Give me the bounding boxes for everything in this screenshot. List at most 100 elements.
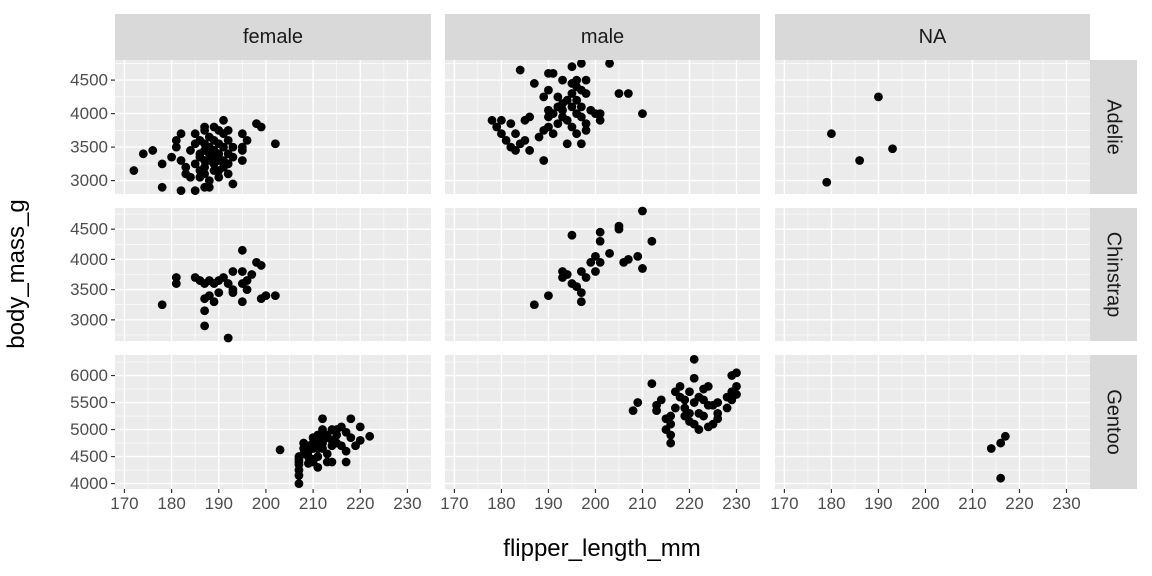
data-point (219, 273, 228, 282)
data-point (614, 89, 624, 98)
x-tick-label: 200 (252, 494, 280, 513)
x-tick-label: 220 (1005, 494, 1033, 513)
data-point (576, 267, 586, 276)
data-point (270, 291, 280, 301)
panel-chinstrap-male (445, 206, 760, 341)
data-point (633, 398, 643, 407)
data-point (171, 136, 181, 145)
y-tick-label: 3000 (70, 310, 108, 329)
x-tick-label: 220 (675, 494, 703, 513)
y-tick-label: 4000 (70, 250, 108, 269)
data-point (256, 122, 266, 132)
data-point (322, 449, 332, 459)
row-strip-chinstrap: Chinstrap (1090, 208, 1137, 341)
x-tick-label: 210 (628, 494, 656, 513)
data-point (576, 58, 586, 68)
x-tick-label: 190 (205, 494, 233, 513)
x-axis-title: flipper_length_mm (503, 535, 700, 562)
y-tick-label: 6000 (70, 366, 108, 385)
data-point (242, 285, 252, 295)
data-point (228, 142, 238, 152)
data-point (176, 156, 186, 165)
data-point (346, 433, 356, 443)
data-point (670, 403, 680, 413)
data-point (237, 156, 247, 165)
x-tick-label: 210 (958, 494, 986, 513)
y-tick-label: 3500 (70, 138, 108, 157)
data-point (572, 95, 582, 105)
data-point (525, 112, 535, 122)
data-point (167, 152, 176, 162)
y-tick-label: 5500 (70, 393, 108, 412)
data-point (200, 321, 210, 331)
panel-background (115, 60, 431, 194)
data-point (171, 142, 181, 152)
y-tick-label: 3500 (70, 280, 108, 299)
data-point (827, 129, 836, 139)
data-point (888, 144, 897, 154)
data-point (633, 251, 643, 261)
data-point (732, 390, 741, 399)
data-point (501, 136, 511, 145)
data-point (327, 457, 337, 467)
data-point (190, 129, 200, 139)
data-point (247, 270, 257, 279)
data-point (605, 248, 614, 258)
data-point (576, 112, 586, 122)
data-point (341, 446, 351, 456)
data-point (200, 162, 210, 172)
row-strip-label: Adelie (1103, 99, 1125, 155)
x-tick-label: 180 (157, 494, 185, 513)
data-point (200, 306, 210, 316)
data-point (638, 206, 647, 216)
data-point (228, 152, 238, 162)
data-point (529, 300, 539, 310)
data-point (548, 69, 558, 78)
col-strip-female: female (115, 14, 431, 60)
panel-chinstrap-female (115, 208, 431, 343)
data-point (595, 236, 605, 246)
data-point (562, 270, 572, 279)
data-point (223, 279, 233, 288)
data-point (694, 425, 704, 434)
data-point (553, 92, 563, 102)
data-point (595, 258, 605, 267)
data-point (355, 435, 365, 445)
data-point (181, 162, 191, 172)
data-point (567, 89, 577, 98)
data-point (534, 132, 544, 142)
data-point (689, 373, 699, 383)
data-point (242, 276, 252, 285)
data-point (214, 172, 224, 182)
data-point (529, 79, 539, 88)
x-tick-label: 180 (487, 494, 515, 513)
row-strip-label: Chinstrap (1103, 232, 1125, 318)
data-point (689, 354, 699, 364)
data-point (492, 122, 502, 132)
data-point (223, 333, 233, 343)
data-point (332, 430, 342, 440)
data-point (576, 297, 586, 307)
data-point (515, 65, 525, 75)
x-tick-label: 170 (440, 494, 468, 513)
data-point (666, 411, 676, 421)
col-strip-background (445, 14, 760, 60)
data-point (675, 381, 685, 391)
data-point (270, 139, 280, 149)
data-point (699, 411, 708, 421)
data-point (576, 288, 586, 298)
data-point (204, 291, 214, 301)
row-strip-background (1090, 60, 1137, 194)
data-point (581, 89, 591, 98)
strips-layer: Adelie Chinstrap Gentoo female male NA (115, 14, 1137, 489)
data-point (647, 236, 657, 246)
data-point (732, 368, 741, 378)
data-point (346, 414, 356, 424)
panel-adelie-na (775, 60, 1090, 194)
x-tick-label: 190 (534, 494, 562, 513)
data-point (572, 75, 582, 85)
data-point (237, 267, 247, 276)
data-point (822, 177, 832, 187)
col-strip-na: NA (775, 14, 1090, 60)
data-point (209, 297, 219, 307)
